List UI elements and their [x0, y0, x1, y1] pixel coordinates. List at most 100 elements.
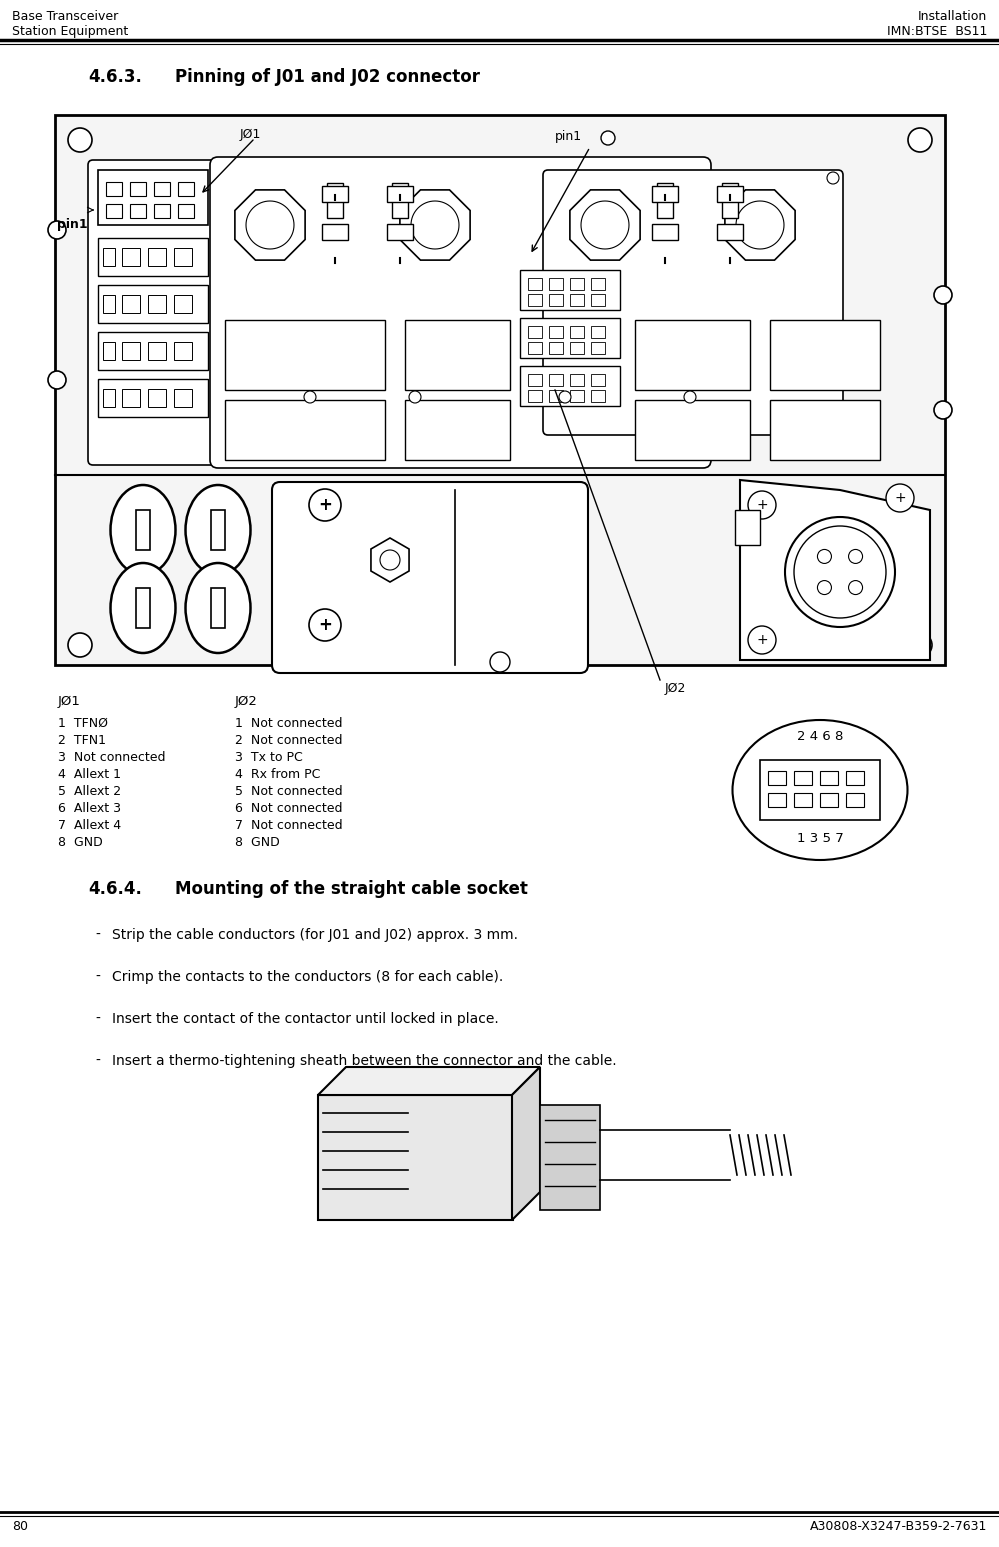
- Circle shape: [886, 484, 914, 512]
- Polygon shape: [512, 1067, 540, 1221]
- Bar: [846, 794, 864, 808]
- Bar: [528, 390, 542, 402]
- Bar: [103, 295, 115, 312]
- Bar: [794, 794, 812, 808]
- Bar: [549, 374, 563, 387]
- Text: Strip the cable conductors (for J01 and J02) approx. 3 mm.: Strip the cable conductors (for J01 and …: [112, 928, 518, 942]
- Bar: [528, 278, 542, 289]
- Circle shape: [409, 391, 421, 404]
- Circle shape: [309, 489, 341, 521]
- Bar: [322, 224, 348, 240]
- Polygon shape: [400, 190, 471, 260]
- Bar: [770, 401, 880, 459]
- Bar: [148, 342, 166, 360]
- Bar: [820, 794, 838, 808]
- Bar: [178, 183, 194, 196]
- Text: IMN:BTSE  BS11: IMN:BTSE BS11: [887, 25, 987, 39]
- Bar: [846, 770, 864, 784]
- Circle shape: [48, 221, 66, 238]
- Circle shape: [934, 286, 952, 305]
- Text: pin1: pin1: [57, 218, 88, 231]
- Text: 6  Not connected: 6 Not connected: [235, 801, 343, 815]
- Circle shape: [748, 627, 776, 654]
- Circle shape: [559, 391, 571, 404]
- Bar: [722, 183, 738, 218]
- Text: +: +: [318, 616, 332, 634]
- Bar: [591, 342, 605, 354]
- Text: JØ2: JØ2: [665, 682, 686, 695]
- Polygon shape: [725, 190, 795, 260]
- Polygon shape: [246, 201, 294, 249]
- Bar: [98, 170, 208, 224]
- Bar: [549, 342, 563, 354]
- Polygon shape: [371, 538, 409, 582]
- Bar: [148, 388, 166, 407]
- Bar: [387, 224, 413, 240]
- Circle shape: [934, 401, 952, 419]
- Text: 2  Not connected: 2 Not connected: [235, 733, 343, 747]
- Bar: [635, 401, 750, 459]
- Text: +: +: [318, 497, 332, 514]
- Bar: [591, 278, 605, 289]
- Polygon shape: [736, 201, 784, 249]
- Bar: [122, 295, 140, 312]
- Bar: [528, 294, 542, 306]
- Bar: [770, 320, 880, 390]
- Bar: [211, 588, 225, 628]
- Circle shape: [848, 549, 862, 563]
- Bar: [570, 278, 584, 289]
- Bar: [98, 238, 208, 275]
- Circle shape: [68, 128, 92, 152]
- Text: JØ2: JØ2: [235, 695, 258, 709]
- Bar: [318, 1095, 513, 1221]
- Text: 80: 80: [12, 1521, 28, 1533]
- Bar: [528, 374, 542, 387]
- FancyBboxPatch shape: [210, 156, 711, 469]
- Circle shape: [785, 517, 895, 627]
- Bar: [794, 770, 812, 784]
- Circle shape: [848, 580, 862, 594]
- Bar: [136, 588, 150, 628]
- Circle shape: [309, 610, 341, 640]
- Bar: [657, 183, 673, 218]
- Text: pin1: pin1: [555, 130, 582, 142]
- Polygon shape: [411, 201, 459, 249]
- Polygon shape: [740, 480, 930, 661]
- Bar: [98, 285, 208, 323]
- Bar: [520, 271, 620, 309]
- Circle shape: [817, 580, 831, 594]
- Text: A30808-X3247-B359-2-7631: A30808-X3247-B359-2-7631: [809, 1521, 987, 1533]
- Bar: [652, 186, 678, 203]
- Bar: [130, 183, 146, 196]
- Circle shape: [601, 131, 615, 145]
- Bar: [570, 374, 584, 387]
- Bar: [122, 388, 140, 407]
- Circle shape: [794, 526, 886, 617]
- Bar: [106, 183, 122, 196]
- Text: Mounting of the straight cable socket: Mounting of the straight cable socket: [175, 880, 527, 897]
- Text: 2 4 6 8: 2 4 6 8: [797, 730, 843, 743]
- Bar: [148, 295, 166, 312]
- Circle shape: [908, 128, 932, 152]
- Bar: [570, 390, 584, 402]
- Circle shape: [684, 391, 696, 404]
- Polygon shape: [235, 190, 305, 260]
- Bar: [122, 248, 140, 266]
- Text: 4  Allext 1: 4 Allext 1: [58, 767, 121, 781]
- Bar: [717, 224, 743, 240]
- Bar: [540, 1105, 600, 1210]
- Bar: [327, 183, 343, 218]
- Bar: [528, 342, 542, 354]
- Bar: [520, 319, 620, 357]
- FancyBboxPatch shape: [543, 170, 843, 435]
- Bar: [768, 794, 786, 808]
- Bar: [322, 186, 348, 203]
- Bar: [591, 294, 605, 306]
- Bar: [820, 770, 838, 784]
- Text: -: -: [95, 1054, 100, 1067]
- Text: Base Transceiver: Base Transceiver: [12, 9, 118, 23]
- FancyBboxPatch shape: [88, 159, 218, 466]
- Bar: [635, 320, 750, 390]
- Bar: [122, 342, 140, 360]
- Circle shape: [817, 549, 831, 563]
